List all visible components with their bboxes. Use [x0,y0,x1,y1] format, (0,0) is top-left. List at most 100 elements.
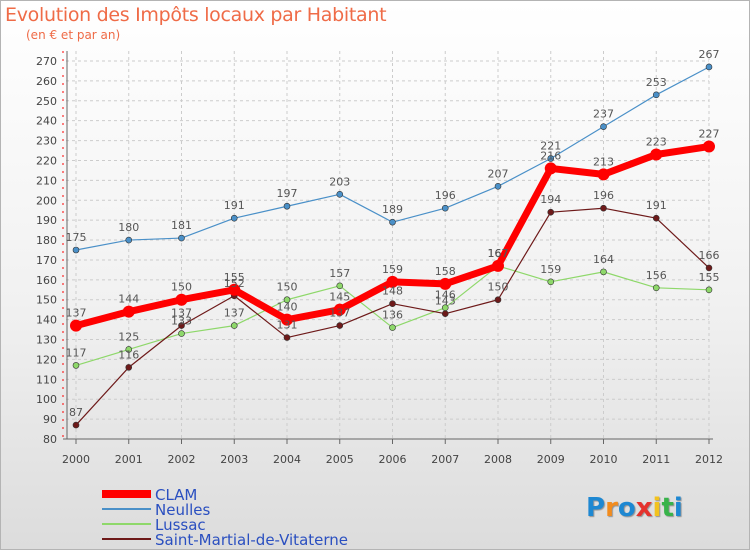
data-label: 181 [171,219,192,232]
data-point [230,214,238,222]
data-point [386,275,399,288]
x-tick-label: 2008 [484,453,512,466]
data-point [333,303,346,316]
data-label: 189 [382,203,403,216]
y-tick-label: 220 [36,154,57,167]
data-label: 158 [435,265,456,278]
data-label: 125 [118,330,139,343]
data-label: 196 [593,189,614,202]
y-tick-label: 170 [36,254,57,267]
axes: 80 90 100 110 120 130 140 150 160 170 180 190 200 210… [36,51,723,466]
data-point [336,322,344,329]
chart-subtitle: (en € et par an) [26,28,121,42]
data-point [283,202,291,210]
y-tick-label: 120 [36,353,57,366]
data-point [547,278,555,286]
data-label: 175 [66,231,87,244]
y-tick-label: 200 [36,194,57,207]
y-tick-label: 210 [36,174,57,187]
data-point [178,322,185,329]
data-label: 223 [646,136,667,149]
series-lines [70,63,715,429]
y-tick-label: 270 [36,55,57,68]
data-point [652,91,660,99]
data-point [703,140,715,153]
data-label: 167 [488,247,509,260]
y-tick-label: 110 [36,373,57,386]
data-label: 155 [699,271,720,284]
data-point [441,310,449,317]
data-label: 155 [224,271,245,284]
y-tick-label: 260 [36,75,57,88]
data-point [175,293,188,306]
data-labels: 137 144 150 155 140 145 159 158 167 216 213 223 227 1… [66,48,720,419]
data-label: 137 [224,307,245,320]
data-point [544,162,557,175]
data-point [72,421,80,429]
data-point [439,277,452,290]
data-label: 140 [277,301,298,314]
data-label: 164 [593,253,614,266]
data-label: 145 [329,291,350,304]
data-label: 143 [435,295,456,308]
data-point [441,204,449,212]
data-label: 156 [646,269,667,282]
data-point [389,300,396,308]
data-point [125,236,133,244]
logo-letter: i [673,493,683,523]
data-point [492,259,504,272]
data-point [125,346,133,353]
data-label: 133 [171,315,192,328]
x-tick-label: 2004 [273,453,301,466]
x-tick-label: 2011 [642,453,670,466]
data-point [547,155,555,162]
data-point [705,286,713,294]
data-label: 87 [69,406,83,419]
data-label: 237 [593,108,614,121]
x-tick-label: 2012 [695,453,723,466]
logo-letter: i [652,493,662,523]
data-label: 197 [277,187,298,200]
data-point [336,282,344,290]
data-label: 157 [329,267,350,280]
legend-label: Neulles [155,501,211,519]
data-point [389,324,396,331]
data-point [652,214,660,222]
data-label: 191 [646,199,667,212]
data-point [228,283,241,296]
data-label: 203 [329,175,350,188]
data-label: 253 [646,76,667,89]
y-tick-label: 80 [43,433,57,446]
data-label: 146 [435,289,456,302]
data-point [600,204,607,212]
data-label: 117 [66,346,87,359]
legend-label: CLAM [155,486,197,504]
logo-letter: x [635,493,653,523]
data-point [178,330,185,337]
x-tick-label: 2001 [115,453,143,466]
y-tick-label: 150 [36,294,57,307]
data-label: 144 [118,293,139,306]
grid [66,51,710,440]
data-label: 159 [382,263,403,276]
data-point [283,334,291,341]
x-tick-label: 2005 [326,453,354,466]
data-label: 216 [540,149,561,162]
x-tick-label: 2000 [62,453,90,466]
logo-letter: t [661,493,674,523]
data-point [70,319,82,332]
y-tick-label: 190 [36,214,57,227]
data-label: 137 [66,307,87,320]
y-tick-label: 240 [36,115,57,128]
data-point [122,305,135,318]
data-point [600,123,607,130]
data-point [705,63,713,71]
legend-label: Lussac [155,516,206,534]
data-label: 196 [435,189,456,202]
data-label: 150 [277,281,298,294]
data-label: 150 [488,281,509,294]
data-label: 180 [118,221,139,234]
data-label: 159 [540,263,561,276]
data-point [705,264,713,272]
